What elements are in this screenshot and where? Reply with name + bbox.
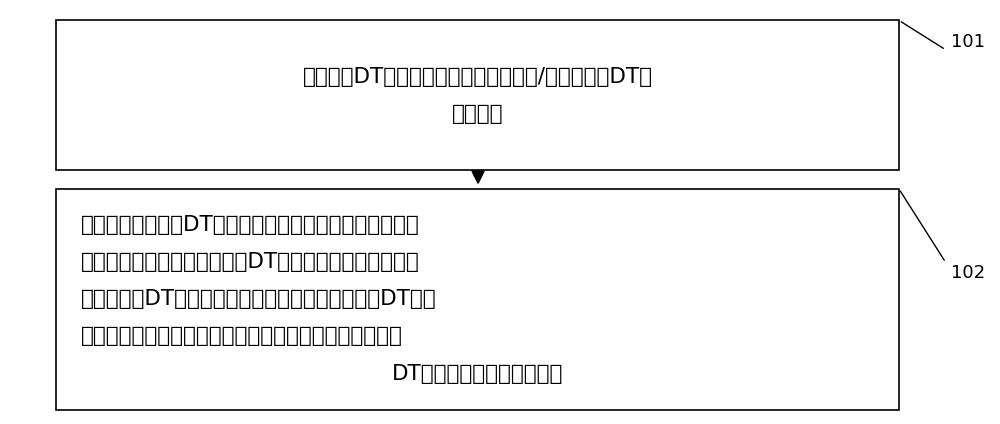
Text: 发现支持所述第一DT功能的能力所需的网络资源与当前网: 发现支持所述第一DT功能的能力所需的网络资源与当前网	[81, 215, 420, 235]
Text: 的性能低于标准这三种情况中的至少之一时，对所述第一: 的性能低于标准这三种情况中的至少之一时，对所述第一	[81, 326, 403, 346]
Text: 101: 101	[951, 33, 985, 51]
Text: 监控第一DT功能相关的网络资源状态和/或所述第一DT功: 监控第一DT功能相关的网络资源状态和/或所述第一DT功	[303, 67, 653, 86]
Text: DT功能的能力进行重新配置: DT功能的能力进行重新配置	[392, 363, 563, 384]
Text: 络资源状态不匹配、所述第一DT功能的性能低于标准、以: 络资源状态不匹配、所述第一DT功能的性能低于标准、以	[81, 252, 420, 272]
Text: 102: 102	[951, 264, 985, 282]
FancyBboxPatch shape	[56, 189, 899, 410]
Text: 能的性能: 能的性能	[452, 103, 503, 124]
Text: 及所述第一DT功能相关的网络资源状态与所述第一DT功能: 及所述第一DT功能相关的网络资源状态与所述第一DT功能	[81, 290, 437, 310]
FancyBboxPatch shape	[56, 20, 899, 170]
